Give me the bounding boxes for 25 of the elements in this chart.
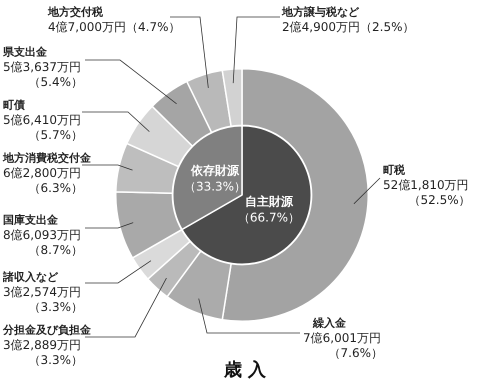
data-label: 5億3,637万円（5.4%）: [3, 60, 83, 90]
data-label: 7億6,001万円（7.6%）: [303, 331, 383, 360]
slice-label: 県支出金: [2, 45, 48, 58]
data-label: 2億4,900万円（2.5%）: [282, 20, 414, 34]
data-label: 4億7,000万円（4.7%）: [48, 20, 180, 34]
slice-label: 依存財源: [190, 164, 240, 178]
data-label: 3億2,889万円（3.3%）: [3, 338, 83, 368]
slice-label: 町債: [3, 98, 25, 112]
data-label: 5億6,410万円（5.7%）: [3, 113, 83, 142]
slice-label: 地方譲与税など: [281, 5, 360, 18]
text: 歳 入: [222, 360, 268, 381]
slice-label: 地方消費税交付金: [2, 151, 92, 164]
data-label: 8億6,093万円（8.7%）: [3, 228, 83, 258]
data-label: 3億2,574万円（3.3%）: [3, 285, 83, 314]
data-label: （66.7%）: [238, 210, 300, 225]
slice-label: 諸収入など: [2, 270, 59, 284]
data-label: 6億2,800万円（6.3%）: [3, 166, 83, 196]
data-label: 52億1,810万円（52.5%）: [383, 178, 471, 208]
slice-label: 国庫支出金: [3, 213, 59, 226]
slice-label: 町税: [383, 163, 406, 176]
slice-label: 地方交付税: [47, 5, 104, 18]
slice-label: 分担金及び負担金: [2, 323, 92, 336]
slice-label: 自主財源: [244, 194, 294, 209]
data-label: （33.3%）: [184, 180, 246, 194]
slice-label: 繰入金: [312, 316, 347, 330]
